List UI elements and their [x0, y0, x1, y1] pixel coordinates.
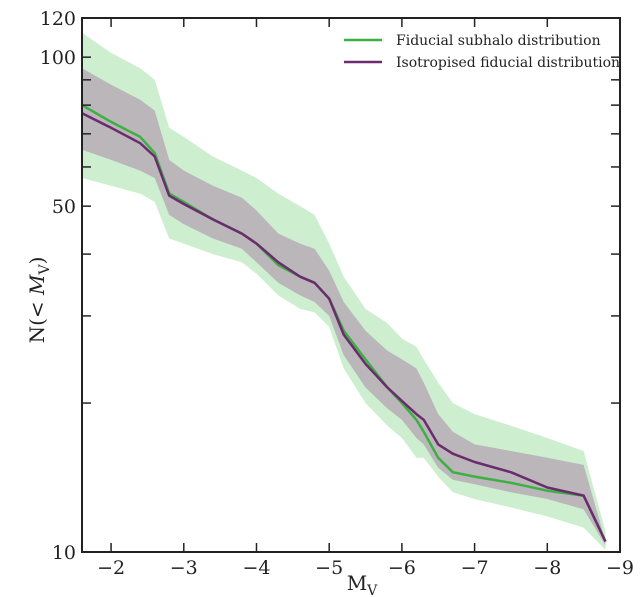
x-tick-label: −3: [170, 557, 198, 579]
band-0: [82, 32, 606, 550]
bands-layer: [82, 32, 606, 550]
y-tick-label: 50: [52, 196, 76, 218]
lines-layer: [81, 104, 607, 543]
x-tick-label: −4: [242, 557, 270, 579]
y-tick-labels: 10 50 100 120: [40, 8, 76, 564]
x-axis-label: MV: [347, 571, 378, 597]
band-1: [82, 68, 606, 546]
legend-label-isotropised: Isotropised fiducial distribution: [396, 55, 620, 71]
y-tick-label: 120: [40, 8, 76, 30]
x-tick-label: −2: [97, 557, 125, 579]
x-tick-label: −7: [461, 557, 489, 579]
legend: Fiducial subhalo distribution Isotropise…: [344, 33, 620, 71]
x-tick-label: −6: [388, 557, 416, 579]
y-axis-label: N(< MV): [25, 257, 53, 344]
y-tick-label: 100: [40, 47, 76, 69]
plot-frame: [81, 17, 621, 553]
x-tick-label: −9: [606, 557, 634, 579]
x-tick-labels: −2 −3 −4 −5 −6 −7 −8 −9: [97, 557, 634, 579]
legend-label-fiducial: Fiducial subhalo distribution: [396, 33, 601, 49]
x-tick-label: −8: [533, 557, 561, 579]
y-tick-label: 10: [52, 542, 76, 564]
ticks-layer: [82, 17, 621, 553]
x-tick-label: −5: [315, 557, 343, 579]
series-line-1: [81, 112, 607, 543]
